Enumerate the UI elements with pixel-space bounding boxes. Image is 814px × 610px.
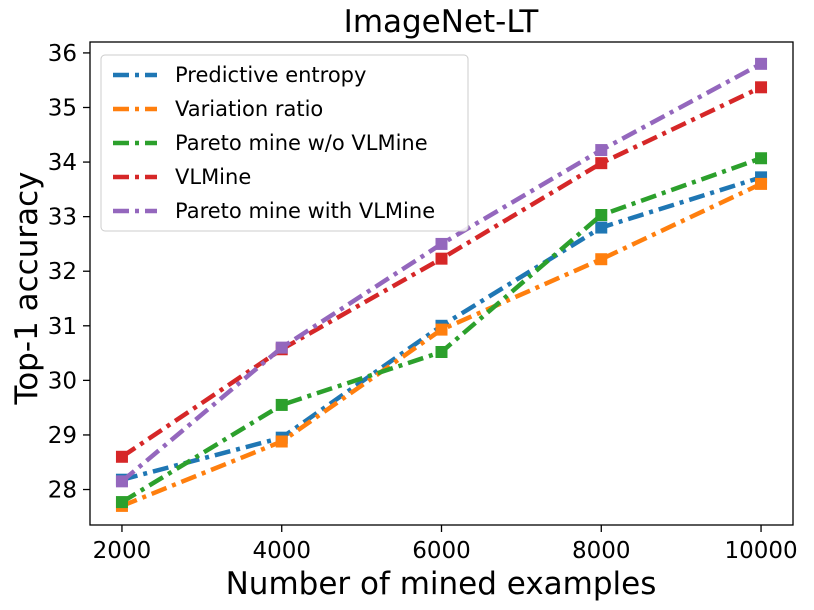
data-point — [595, 209, 608, 222]
y-tick-label: 31 — [48, 314, 77, 340]
data-point — [275, 435, 288, 448]
legend-item: Pareto mine w/o VLMine — [113, 131, 428, 155]
legend-item: Variation ratio — [113, 97, 323, 121]
data-point — [435, 345, 448, 358]
data-point — [435, 237, 448, 250]
plot-series — [115, 57, 768, 512]
series-2 — [115, 152, 768, 509]
x-axis-label: Number of mined examples — [226, 566, 657, 602]
x-axis: 2000 4000 6000 8000 10000 — [93, 525, 798, 564]
data-point — [755, 177, 768, 190]
data-point — [275, 341, 288, 354]
legend-item: Predictive entropy — [113, 63, 366, 87]
data-point — [275, 398, 288, 411]
y-axis: 28 29 30 31 32 33 34 35 36 — [48, 41, 90, 504]
data-point — [435, 323, 448, 336]
legend-label: VLMine — [175, 165, 251, 189]
y-tick-label: 36 — [48, 41, 77, 67]
y-tick-label: 35 — [48, 95, 77, 121]
data-point — [755, 57, 768, 70]
x-tick-label: 6000 — [412, 538, 471, 564]
chart-title: ImageNet-LT — [344, 4, 540, 40]
data-point — [115, 475, 128, 488]
y-tick-label: 28 — [48, 478, 77, 504]
legend: Predictive entropy Variation ratio Pareto … — [100, 54, 469, 232]
x-tick-label: 2000 — [93, 538, 152, 564]
legend-label: Pareto mine with VLMine — [175, 199, 435, 223]
legend-label: Variation ratio — [175, 97, 323, 121]
y-tick-label: 29 — [48, 423, 77, 449]
data-point — [755, 81, 768, 94]
y-axis-label: Top-1 accuracy — [9, 172, 45, 406]
legend-box — [100, 54, 469, 232]
legend-label: Predictive entropy — [175, 63, 366, 87]
legend-label: Pareto mine w/o VLMine — [175, 131, 428, 155]
x-tick-label: 4000 — [252, 538, 311, 564]
data-point — [595, 144, 608, 157]
data-point — [115, 450, 128, 463]
y-tick-label: 30 — [48, 368, 77, 394]
x-tick-label: 8000 — [572, 538, 631, 564]
plot-frame — [89, 41, 794, 526]
y-tick-label: 34 — [48, 150, 77, 176]
legend-item: Pareto mine with VLMine — [113, 199, 435, 223]
data-point — [595, 157, 608, 170]
y-tick-label: 32 — [48, 259, 77, 285]
series-1 — [115, 177, 768, 512]
data-point — [595, 221, 608, 234]
series-4 — [115, 57, 768, 488]
data-point — [595, 253, 608, 266]
data-point — [755, 152, 768, 165]
legend-item: VLMine — [113, 165, 251, 189]
y-tick-label: 33 — [48, 205, 77, 231]
x-tick-label: 10000 — [724, 538, 797, 564]
data-point — [115, 496, 128, 509]
data-point — [435, 252, 448, 265]
